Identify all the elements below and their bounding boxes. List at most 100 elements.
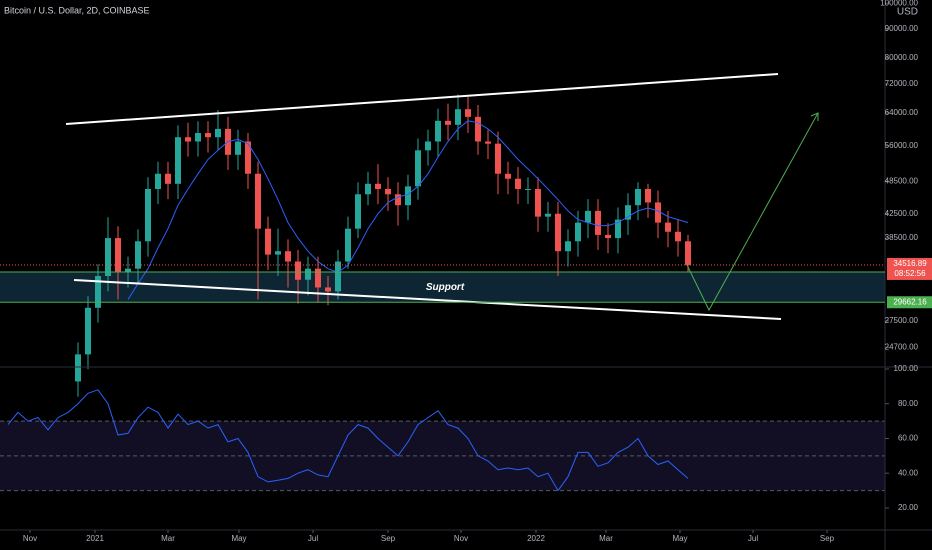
candle-body bbox=[355, 194, 361, 229]
candle-body bbox=[265, 228, 271, 255]
candle-body bbox=[605, 234, 611, 239]
candle-body bbox=[345, 228, 351, 262]
y-tick-label: 27500.00 bbox=[885, 316, 919, 325]
candle-body bbox=[255, 173, 261, 229]
candle-body bbox=[675, 231, 681, 242]
candle-body bbox=[95, 276, 101, 308]
x-tick-label: Mar bbox=[161, 534, 175, 543]
candle-body bbox=[175, 137, 181, 184]
y-tick-label: 48500.00 bbox=[885, 176, 919, 185]
candle-body bbox=[595, 210, 601, 235]
x-tick-label: Jul bbox=[308, 534, 318, 543]
candle-body bbox=[645, 188, 651, 203]
candle-body bbox=[445, 120, 451, 125]
candle-body bbox=[485, 141, 491, 144]
y-tick-label: 100000.00 bbox=[880, 0, 918, 7]
rsi-line bbox=[7, 389, 689, 492]
candle-body bbox=[235, 141, 241, 155]
projection-path bbox=[686, 112, 819, 312]
rsi-tick-label: 20.00 bbox=[898, 503, 919, 512]
candle-body bbox=[315, 268, 321, 288]
x-tick-label: May bbox=[231, 534, 246, 543]
y-tick-label: 42500.00 bbox=[885, 209, 919, 218]
candle-body bbox=[685, 241, 691, 266]
candle-body bbox=[615, 219, 621, 239]
candle-body bbox=[525, 188, 531, 190]
candle-body bbox=[365, 183, 371, 195]
rsi-tick-label: 60.00 bbox=[898, 434, 919, 443]
y-tick-label: 90000.00 bbox=[885, 24, 919, 33]
candle-body bbox=[135, 241, 141, 269]
candle-body bbox=[545, 213, 551, 217]
candle-body bbox=[515, 178, 521, 189]
y-tick-label: 56000.00 bbox=[885, 141, 919, 150]
candle-body bbox=[585, 210, 591, 223]
candle-body bbox=[465, 109, 471, 117]
last-price-box bbox=[887, 257, 932, 280]
lower-trendline bbox=[73, 279, 782, 320]
candle-body bbox=[155, 173, 161, 189]
candle-body bbox=[635, 188, 641, 206]
y-tick-label: 72000.00 bbox=[885, 79, 919, 88]
candle-body bbox=[375, 183, 381, 189]
candle-body bbox=[205, 133, 211, 138]
rsi-tick-label: 40.00 bbox=[898, 468, 919, 477]
candle-body bbox=[455, 109, 461, 125]
candle-body bbox=[285, 251, 291, 262]
candle-body bbox=[295, 261, 301, 280]
last-price-label: 34516.89 bbox=[893, 259, 927, 268]
candle-body bbox=[305, 268, 311, 280]
upper-trendline bbox=[65, 73, 779, 125]
candle-body bbox=[115, 238, 121, 273]
chart-title: Bitcoin / U.S. Dollar, 2D, COINBASE bbox=[4, 5, 150, 15]
candle-body bbox=[655, 202, 661, 223]
candle-body bbox=[435, 120, 441, 142]
candle-body bbox=[425, 141, 431, 151]
support-price-label: 29662.16 bbox=[893, 297, 927, 306]
x-tick-label: Nov bbox=[23, 534, 37, 543]
candle-body bbox=[85, 307, 91, 355]
candle-body bbox=[105, 238, 111, 277]
candle-body bbox=[145, 188, 151, 242]
candle-body bbox=[325, 287, 331, 292]
candle-body bbox=[565, 241, 571, 252]
candle-body bbox=[625, 205, 631, 220]
candle-body bbox=[535, 188, 541, 217]
x-tick-label: 2022 bbox=[527, 534, 545, 543]
candle-body bbox=[335, 261, 341, 292]
rsi-tick-label: 100.00 bbox=[894, 364, 919, 373]
x-tick-label: 2021 bbox=[86, 534, 104, 543]
candle-body bbox=[75, 354, 81, 382]
y-tick-label: 24700.00 bbox=[885, 342, 919, 351]
x-tick-label: Sep bbox=[820, 534, 835, 543]
candle-body bbox=[195, 133, 201, 142]
projection-arrowhead bbox=[810, 112, 819, 121]
candle-body bbox=[395, 194, 401, 206]
candle-body bbox=[555, 213, 561, 252]
y-tick-label: 38500.00 bbox=[885, 233, 919, 242]
moving-average bbox=[127, 120, 689, 300]
candle-body bbox=[495, 143, 501, 174]
support-label: Support bbox=[426, 282, 465, 293]
candle-body bbox=[415, 150, 421, 187]
y-tick-label: 64000.00 bbox=[885, 108, 919, 117]
support-price-box bbox=[887, 296, 932, 309]
x-tick-label: Sep bbox=[381, 534, 396, 543]
candle-body bbox=[275, 251, 281, 255]
x-tick-label: May bbox=[672, 534, 687, 543]
support-zone bbox=[0, 272, 885, 303]
marks-layer bbox=[7, 94, 691, 492]
y-tick-label: 80000.00 bbox=[885, 53, 919, 62]
candle-body bbox=[385, 188, 391, 195]
countdown-label: 08:52:56 bbox=[894, 269, 926, 278]
candle-body bbox=[245, 141, 251, 174]
currency-label: USD bbox=[897, 7, 918, 18]
candle-body bbox=[215, 128, 221, 138]
x-tick-label: Mar bbox=[599, 534, 613, 543]
candle-body bbox=[125, 268, 131, 273]
candle-body bbox=[165, 173, 171, 184]
x-tick-label: Nov bbox=[454, 534, 468, 543]
candle-body bbox=[475, 116, 481, 142]
